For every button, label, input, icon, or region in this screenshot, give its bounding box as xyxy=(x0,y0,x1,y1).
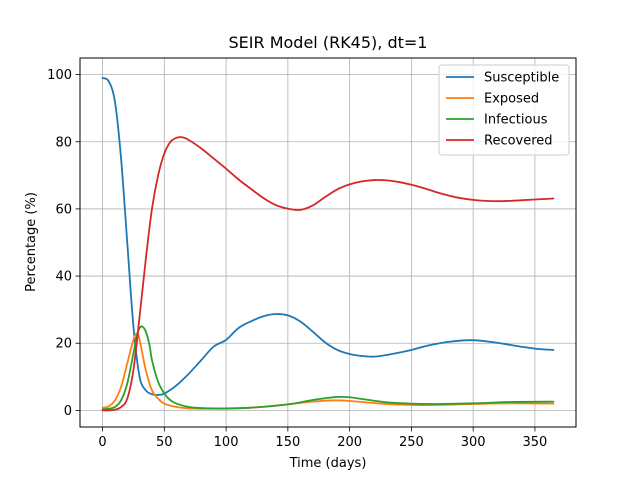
legend-label: Exposed xyxy=(484,92,539,107)
x-tick-label: 50 xyxy=(156,435,173,450)
series-line-exposed xyxy=(101,332,555,410)
legend-box xyxy=(438,64,570,156)
y-tick-label: 100 xyxy=(47,68,72,83)
x-axis-label: Time (days) xyxy=(289,456,367,471)
x-tick-label: 300 xyxy=(461,435,486,450)
x-tick-label: 350 xyxy=(523,435,548,450)
y-tick-label: 0 xyxy=(64,404,72,419)
series-lines xyxy=(101,77,555,412)
y-tick-label: 80 xyxy=(55,135,72,150)
axis-ticks: 0 50 100 150 200 250 300 350 0 20 40 60 80 100 xyxy=(47,68,547,450)
x-tick-label: 100 xyxy=(214,435,239,450)
y-tick-label: 60 xyxy=(55,202,72,217)
series-line-susceptible xyxy=(101,77,555,396)
series-line-recovered xyxy=(101,136,555,412)
legend-label: Infectious xyxy=(484,113,548,128)
y-tick-label: 20 xyxy=(55,337,72,352)
legend-label: Susceptible xyxy=(484,71,559,86)
x-tick-label: 200 xyxy=(337,435,362,450)
chart-title: SEIR Model (RK45), dt=1 xyxy=(229,33,428,52)
x-tick-label: 150 xyxy=(275,435,300,450)
series-line-infectious xyxy=(101,325,555,411)
y-tick-label: 40 xyxy=(55,270,72,285)
plot-frame xyxy=(79,57,577,428)
x-tick-label: 250 xyxy=(399,435,424,450)
x-tick-label: 0 xyxy=(98,435,106,450)
legend-label: Recovered xyxy=(484,134,553,149)
legend: Susceptible Exposed Infectious Recovered xyxy=(438,64,570,156)
y-axis-label: Percentage (%) xyxy=(24,192,39,292)
